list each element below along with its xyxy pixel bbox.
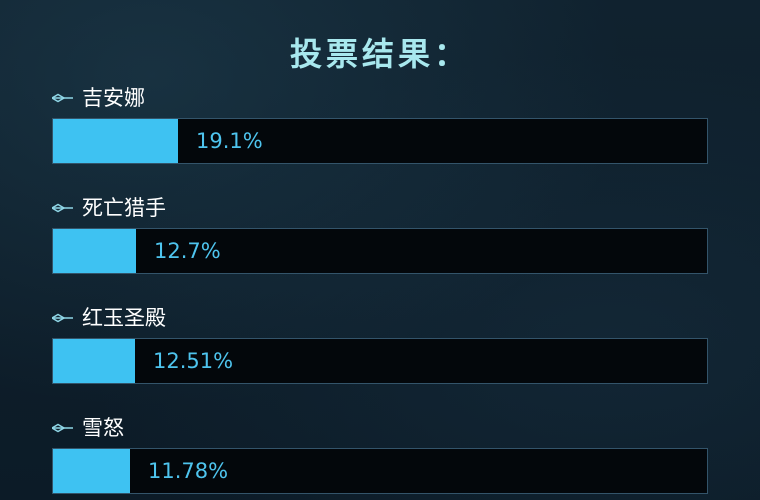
bar-track: 12.7% bbox=[52, 228, 708, 274]
poll-item: 吉安娜 19.1% bbox=[52, 84, 708, 182]
bar-track: 12.51% bbox=[52, 338, 708, 384]
arrow-bullet-icon bbox=[52, 203, 73, 213]
item-label-row: 红玉圣殿 bbox=[52, 304, 166, 332]
bar bbox=[53, 449, 130, 493]
item-label-row: 吉安娜 bbox=[52, 84, 145, 112]
bar bbox=[53, 119, 178, 163]
item-label-row: 死亡猎手 bbox=[52, 194, 166, 222]
arrow-bullet-icon bbox=[52, 423, 73, 433]
bar bbox=[53, 339, 135, 383]
data-label: 12.7% bbox=[154, 239, 221, 263]
category-label: 雪怒 bbox=[82, 416, 124, 440]
page-title: 投票结果： bbox=[289, 35, 470, 73]
item-label-row: 雪怒 bbox=[52, 414, 124, 442]
category-label: 吉安娜 bbox=[82, 86, 145, 110]
bar bbox=[53, 229, 136, 273]
poll-item: 死亡猎手 12.7% bbox=[52, 194, 708, 292]
arrow-bullet-icon bbox=[52, 313, 73, 323]
data-label: 11.78% bbox=[148, 459, 229, 483]
data-label: 12.51% bbox=[153, 349, 234, 373]
arrow-bullet-icon bbox=[52, 93, 73, 103]
bar-track: 19.1% bbox=[52, 118, 708, 164]
poll-item: 红玉圣殿 12.51% bbox=[52, 304, 708, 402]
data-label: 19.1% bbox=[196, 129, 263, 153]
poll-item: 雪怒 11.78% bbox=[52, 414, 708, 500]
bar-track: 11.78% bbox=[52, 448, 708, 494]
category-label: 红玉圣殿 bbox=[82, 306, 166, 330]
category-label: 死亡猎手 bbox=[82, 196, 166, 220]
